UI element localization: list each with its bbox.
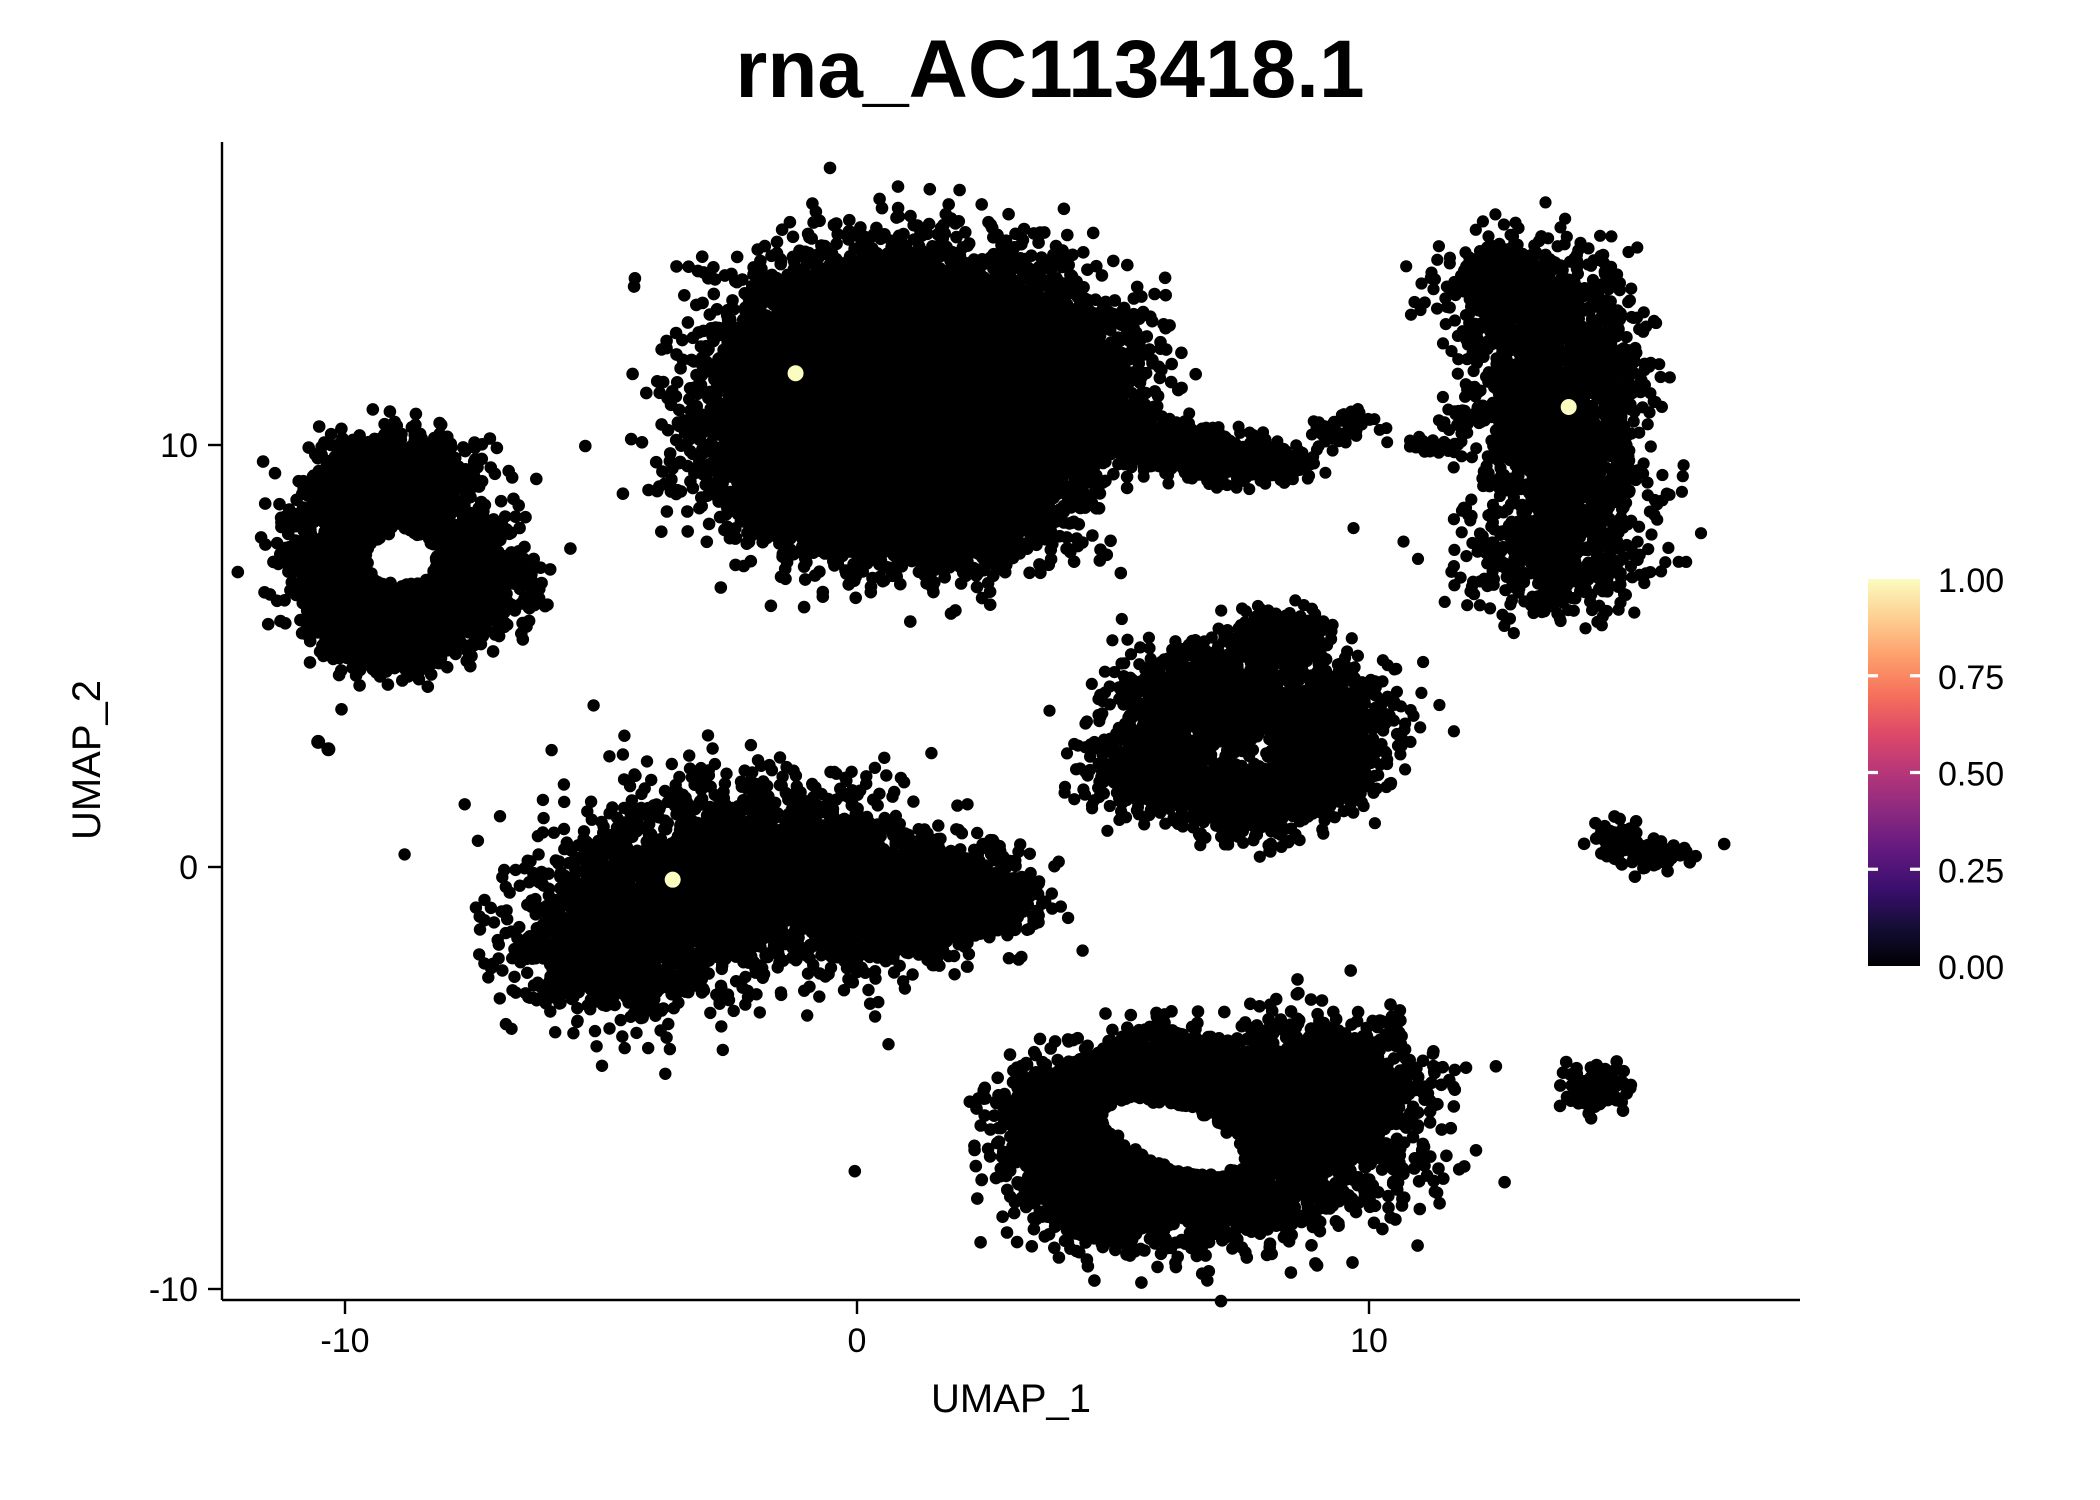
svg-text:-10: -10 — [149, 1271, 198, 1309]
svg-text:UMAP_1: UMAP_1 — [931, 1377, 1091, 1421]
svg-text:0: 0 — [848, 1322, 867, 1360]
svg-text:10: 10 — [1350, 1322, 1388, 1360]
svg-text:0.25: 0.25 — [1938, 852, 2004, 890]
svg-text:0.75: 0.75 — [1938, 659, 2004, 697]
svg-text:0.00: 0.00 — [1938, 949, 2004, 987]
svg-text:UMAP_2: UMAP_2 — [65, 680, 109, 840]
svg-text:10: 10 — [160, 427, 198, 465]
svg-text:-10: -10 — [320, 1322, 369, 1360]
svg-text:0.50: 0.50 — [1938, 756, 2004, 794]
svg-text:0: 0 — [179, 849, 198, 887]
svg-text:1.00: 1.00 — [1938, 562, 2004, 600]
